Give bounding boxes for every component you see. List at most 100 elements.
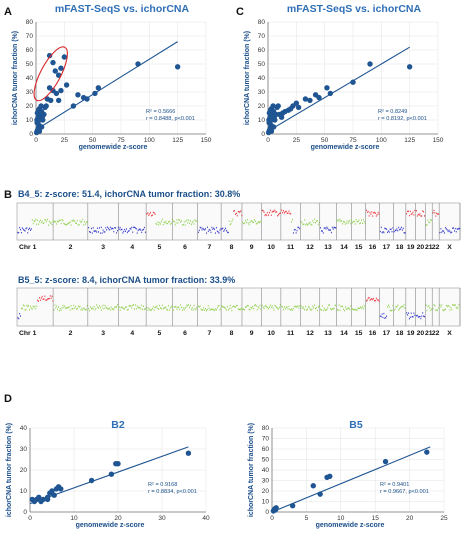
cnv-bin (385, 228, 387, 230)
cnv-bin (199, 226, 201, 229)
cnv-bin (227, 309, 229, 311)
cnv-bin (60, 309, 62, 311)
data-point (273, 505, 279, 511)
cnv-bin (159, 222, 161, 224)
cnv-bin (321, 305, 323, 307)
cnv-bin (400, 228, 401, 230)
cnv-bin (183, 221, 185, 223)
data-point (295, 104, 302, 111)
cnv-bin (199, 305, 201, 307)
cnv-bin (295, 232, 297, 234)
cnv-bin (235, 212, 237, 215)
cnv-bin (253, 307, 255, 310)
cnv-bin (63, 306, 65, 309)
cnv-bin (149, 213, 151, 215)
cnv-bin (190, 308, 192, 311)
cnv-bin (228, 307, 230, 310)
cnv-bin (259, 221, 261, 224)
cnv-bin (301, 307, 303, 309)
cnv-bin (58, 219, 60, 222)
cnv-bin (283, 306, 285, 308)
cnv-bin (291, 308, 293, 311)
cnv-bin (287, 212, 289, 215)
data-point (310, 483, 316, 489)
cnv-bin (169, 307, 171, 309)
cnv-bin (96, 231, 98, 233)
cnv-bin (344, 306, 346, 308)
chromosome-label: 21 (425, 330, 433, 337)
cnv-bin (360, 222, 362, 224)
cnv-bin (252, 305, 254, 308)
cnv-bin (219, 309, 221, 311)
cnv-bin (113, 308, 115, 311)
cnv-bin (179, 308, 181, 311)
cnv-bin (53, 309, 55, 311)
cnv-bin (408, 312, 409, 314)
cnv-bin (61, 218, 63, 221)
cnv-bin (34, 220, 36, 222)
cnv-bin (167, 222, 169, 225)
cnv-bin (162, 308, 164, 310)
cnv-bin (132, 231, 134, 233)
cnv-bin (422, 210, 424, 212)
cnv-bin (19, 312, 21, 315)
cnv-bin (139, 228, 141, 230)
cnv-bin (74, 220, 76, 222)
cnv-bin (445, 228, 447, 230)
cnv-bin (123, 307, 125, 310)
cnv-bin (336, 309, 338, 311)
cnv-bin (83, 224, 85, 226)
cnv-bin (45, 299, 47, 301)
cnv-bin (67, 223, 68, 225)
cnv-bin (263, 307, 265, 310)
cnv-bin (239, 211, 241, 213)
cnv-bin (62, 304, 64, 307)
cnv-bin (408, 317, 410, 320)
chromosome-label: X (447, 330, 452, 337)
cnv-bin (413, 214, 415, 216)
cnv-bin (305, 305, 307, 308)
chromosome-labels-b4: Chr 1 2 3 4 5 6 7 8 9 10 11 12 13 14 15 16 17 18 19 20 21 22 X (19, 244, 452, 251)
cnv-bin (79, 305, 81, 308)
cnv-bin (43, 222, 45, 224)
x-tick-label: 50 (321, 137, 329, 144)
cnv-bin (174, 224, 176, 226)
cnv-bin (444, 232, 445, 234)
chromosome-label: 16 (369, 330, 377, 337)
chromosome-label: 4 (130, 330, 134, 337)
cnv-bin (103, 304, 105, 306)
cnv-bin (345, 308, 347, 310)
cnv-bin (341, 220, 343, 222)
cnv-bin (430, 218, 432, 221)
x-axis-label: genomewide z-score (79, 144, 148, 151)
cnv-bin (308, 306, 310, 309)
x-tick-label: 75 (117, 137, 125, 144)
cnv-profile-b5 (16, 287, 461, 327)
chromosome-label: 8 (230, 330, 234, 337)
cnv-bin (203, 306, 205, 309)
cnv-bin (126, 231, 128, 234)
cnv-bin (337, 309, 339, 311)
cnv-bin (26, 227, 28, 229)
cnv-bin (318, 221, 320, 224)
cnv-bin (117, 307, 119, 309)
cnv-bin (378, 300, 380, 302)
cnv-bin (320, 227, 322, 229)
cnv-bin (304, 219, 306, 221)
cnv-bin (244, 309, 246, 311)
data-point (135, 61, 141, 67)
cnv-bin (45, 219, 47, 221)
chromosome-label: 16 (369, 244, 377, 251)
x-tick-label: 25 (293, 137, 301, 144)
cnv-bin (245, 306, 246, 308)
data-point (61, 54, 68, 60)
cnv-bin (448, 229, 450, 232)
cnv-bin (161, 218, 163, 221)
cnv-bin (311, 224, 313, 226)
x-tick-label: 40 (202, 515, 210, 522)
cnv-bin (231, 309, 233, 312)
y-tick-label: 30 (20, 446, 28, 453)
cnv-bin (324, 226, 326, 229)
cnv-bin (278, 214, 279, 216)
cnv-bin (31, 219, 33, 221)
